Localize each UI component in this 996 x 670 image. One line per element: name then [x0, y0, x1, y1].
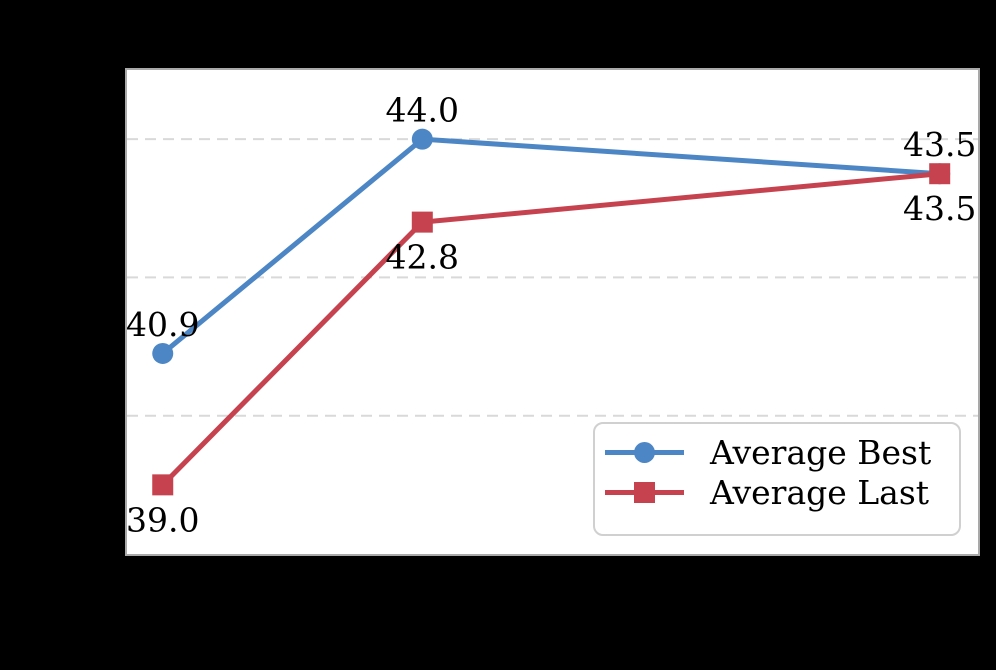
chart-svg: 40.9 44.0 43.5 39.0 42.8 43.5 — [127, 91, 978, 539]
plot-area: 40.9 44.0 43.5 39.0 42.8 43.5 Average Best Av… — [125, 68, 980, 556]
legend-label-average-best: Average Best — [710, 432, 932, 472]
square-marker-icon — [929, 163, 951, 185]
point-value-label: 44.0 — [386, 91, 459, 130]
series-line — [161, 136, 940, 356]
square-marker-icon — [634, 481, 655, 503]
point-value-label: 39.0 — [127, 500, 199, 539]
legend: Average Best Average Last — [593, 422, 961, 536]
legend-label-average-last: Average Last — [710, 472, 930, 512]
circle-marker-icon — [411, 128, 433, 150]
legend-item-average-last: Average Last — [605, 472, 959, 512]
circle-marker-icon — [152, 342, 174, 364]
legend-line-square-icon — [605, 481, 684, 503]
point-value-label: 40.9 — [127, 305, 199, 344]
point-value-label: 42.8 — [386, 238, 459, 277]
legend-item-average-best: Average Best — [605, 432, 959, 472]
square-marker-icon — [411, 211, 433, 233]
point-value-label: 43.5 — [903, 189, 976, 228]
legend-line-circle-icon — [605, 441, 684, 463]
point-value-label: 43.5 — [903, 125, 976, 164]
circle-marker-icon — [634, 441, 655, 463]
square-marker-icon — [152, 474, 174, 496]
